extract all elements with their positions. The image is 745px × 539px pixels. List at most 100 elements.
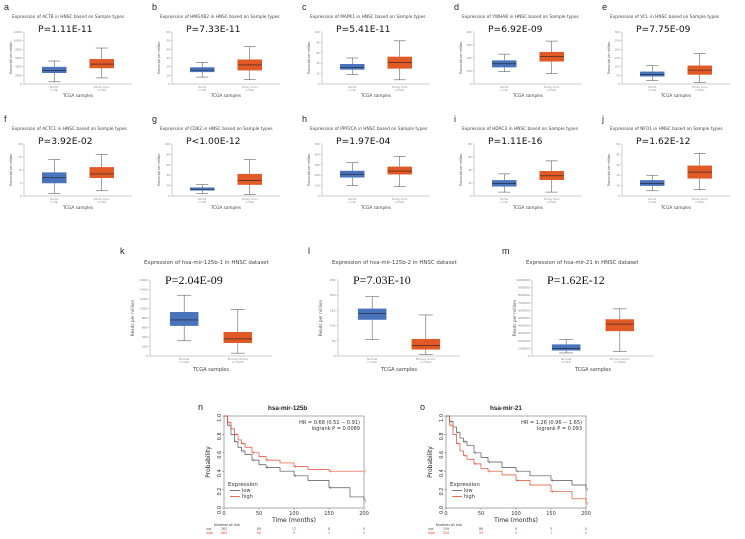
box-iqr (551, 344, 581, 351)
y-axis-label: Transcript per million (307, 42, 311, 76)
chart-title-j: Expression of NFO1 in HNSC based on Samp… (610, 127, 723, 132)
p-value-l: P=7.03E-10 (353, 273, 411, 287)
x-axis-label: TCGA samples (62, 205, 93, 210)
x-axis-label: TCGA samples (210, 93, 241, 98)
group-n-label: (n=44) (198, 89, 206, 92)
panel-label-m: m (502, 246, 510, 256)
group-label: Primary tumor (544, 198, 560, 201)
group-n-label: (n=44) (500, 89, 508, 92)
chart-title-g: Expression of CDK2 in HNSC based on Samp… (160, 127, 273, 132)
chart-title-h: Expression of PPP2CA in HNSC based on Sa… (310, 127, 428, 132)
y-tick-label: 30 (166, 57, 170, 60)
panel-i: i Expression of HDAC3 in HNSC based on Sa… (452, 114, 594, 219)
risk-value: 8 (328, 527, 330, 531)
y-tick-label: 1400 (140, 288, 148, 292)
x-axis-label: TCGA samples (192, 367, 229, 373)
y-tick-label: 100 (330, 324, 336, 328)
y-tick-label: 80 (316, 41, 320, 44)
risk-value: 86 (479, 527, 483, 531)
group-label: Primary tumor (392, 198, 408, 201)
box-iqr (605, 319, 635, 332)
box-tumor (687, 53, 713, 83)
y-tick-label: 20 (616, 174, 620, 177)
x-axis-label: TCGA samples (512, 93, 543, 98)
y-axis-label: Transcript per million (607, 154, 611, 188)
box-iqr (89, 59, 115, 69)
box-normal (169, 294, 199, 342)
y-tick-label: 40 (316, 62, 320, 65)
group-label: Normal (500, 198, 508, 201)
risk-row-label-high: high (428, 531, 435, 535)
group-label: Normal (50, 86, 58, 89)
x-tick-label: 200 (581, 511, 591, 517)
risk-value: 93 (479, 531, 483, 535)
group-label: Primary tumor (692, 86, 708, 89)
box-iqr (491, 180, 517, 187)
group-n-label: (n=520) (245, 89, 254, 92)
group-label: Primary tumor (242, 198, 258, 201)
legend-title: Expression (228, 482, 258, 488)
risk-value: 1 (550, 531, 552, 535)
y-tick-label: 8000 (15, 48, 22, 51)
p-value-i: P=1.11E-16 (488, 136, 543, 147)
y-tick-label: 20 (166, 66, 170, 69)
y-tick-label: 40 (166, 174, 170, 177)
y-tick-label: 0.6 (439, 451, 445, 459)
box-iqr (169, 312, 199, 326)
y-tick-label: 60 (166, 164, 170, 167)
group-n-label: (n=44) (561, 360, 571, 364)
chart-title-b: Expression of HMGXB2 in HNSC based on Sa… (160, 15, 280, 20)
panel-label-k: k (120, 246, 125, 256)
risk-value: 89 (257, 527, 261, 531)
plot-f: 0 5 10 15 20 Transcript per million TCGA sampl… (9, 143, 132, 210)
y-axis-label: Transcript per million (459, 42, 463, 76)
group-n-label: (n=520) (695, 89, 704, 92)
p-value-d: P=6.92E-09 (488, 24, 543, 35)
group-n-label: (n=44) (179, 360, 189, 364)
group-n-label: (n=44) (348, 89, 356, 92)
group-n-label: (n=44) (50, 89, 58, 92)
group-label: Normal (198, 198, 206, 201)
y-tick-label: 400 (315, 153, 320, 156)
y-tick-label: 10 (18, 169, 22, 172)
legend-label-high: high (242, 494, 253, 500)
group-label: Primary tumor (94, 86, 110, 89)
y-tick-label: 50 (616, 143, 620, 146)
panel-label-o: o (420, 402, 426, 412)
y-tick-label: 60 (316, 52, 320, 55)
panel-label-e: e (602, 2, 608, 12)
group-label: Primary tumor (416, 357, 437, 361)
p-value-c: P=5.41E-11 (336, 24, 391, 35)
group-label: Normal (367, 357, 377, 361)
x-tick-label: 150 (324, 511, 334, 517)
risk-value: 4 (515, 531, 517, 535)
y-tick-label: 700000 (518, 301, 530, 305)
risk-value: 9 (293, 531, 295, 535)
legend-label-low: low (242, 488, 251, 494)
y-tick-label: 0.4 (439, 469, 445, 477)
panel-label-l: l (308, 246, 310, 256)
risk-value: 3 (550, 527, 552, 531)
risk-value: 9 (515, 527, 517, 531)
y-tick-label: 10 (166, 74, 170, 77)
group-label: Normal (198, 86, 206, 89)
y-tick-label: 40 (616, 153, 620, 156)
box-iqr (539, 171, 565, 180)
y-tick-label: 0 (618, 195, 620, 198)
group-n-label: (n=520) (232, 360, 244, 364)
y-tick-label: 0.0 (439, 506, 445, 514)
y-tick-label: 0 (20, 195, 22, 198)
x-axis-label: TCGA samples (380, 367, 417, 373)
panel-label-j: j (602, 114, 604, 124)
y-tick-label: 60 (468, 156, 472, 159)
y-tick-label: 6000 (15, 57, 22, 60)
box-tumor (89, 47, 115, 79)
p-value-m: P=1.62E-12 (547, 273, 605, 287)
group-label: Normal (648, 86, 656, 89)
y-tick-label: 500000 (518, 316, 530, 320)
box-iqr (387, 166, 413, 175)
p-value-j: P=1.62E-12 (636, 136, 691, 147)
y-tick-label: 1000 (140, 307, 148, 311)
p-value-f: P=3.92E-02 (38, 136, 93, 147)
y-tick-label: 1.0 (439, 414, 445, 422)
